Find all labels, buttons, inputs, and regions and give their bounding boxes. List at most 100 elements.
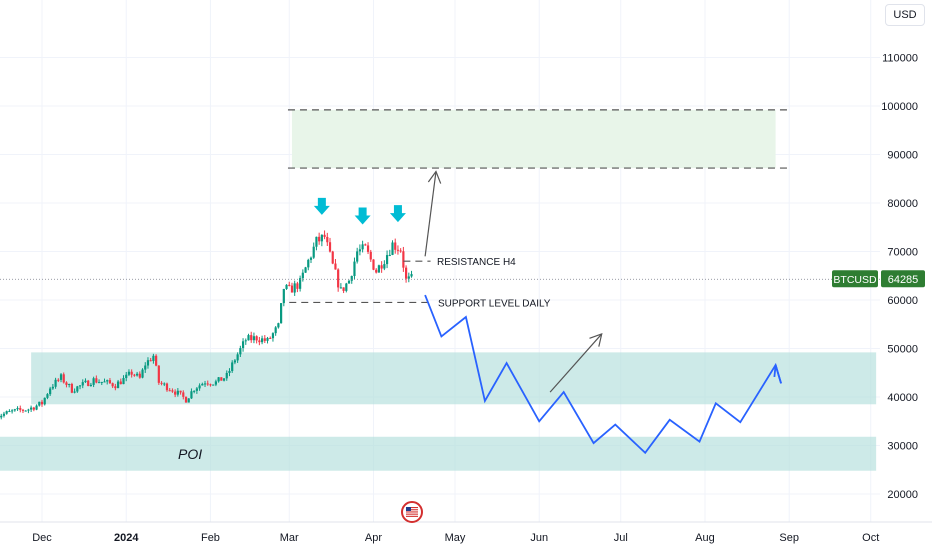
candle-body (266, 337, 269, 341)
candle-body (239, 348, 242, 355)
candle-body (410, 274, 413, 277)
price-tick-label: 50000 (887, 344, 918, 356)
candle-body (59, 374, 63, 380)
candle-body (315, 236, 318, 247)
time-tick-label: Oct (862, 532, 879, 544)
price-badge (881, 270, 925, 288)
candle-body (375, 269, 378, 273)
candle-body (372, 259, 375, 270)
flag-stripe (406, 509, 418, 511)
zone-upper (291, 109, 776, 169)
candle-body (70, 383, 73, 393)
flag-canton (406, 507, 411, 511)
zone-middle (31, 352, 877, 405)
candle-body (49, 388, 52, 395)
bounce-arrow (549, 333, 603, 393)
symbol-badge (832, 270, 878, 288)
candle-body (152, 355, 155, 361)
candle-body (277, 323, 280, 328)
price-tick-label: 80000 (887, 198, 918, 210)
candle-body (293, 283, 296, 293)
candle-body (13, 409, 16, 411)
projection-path (424, 294, 782, 455)
candle-body (54, 379, 57, 387)
candle-body (114, 386, 117, 389)
candle-body (89, 384, 93, 387)
candle-body (396, 249, 400, 251)
candle-body (21, 409, 25, 411)
candle-body (320, 234, 323, 242)
candle-body (269, 337, 272, 339)
zone-poi (0, 436, 877, 471)
candle-body (356, 251, 359, 262)
candle-body (299, 278, 302, 289)
candle-body (312, 246, 315, 258)
candle-body (51, 386, 54, 389)
candle-body (209, 384, 212, 386)
candle-body (342, 287, 345, 291)
candle-body (383, 264, 386, 269)
candle-body (119, 381, 122, 385)
candle-body (309, 257, 313, 260)
candle-body (328, 242, 332, 252)
time-tick-label: Dec (32, 532, 52, 544)
candle-body (103, 381, 106, 383)
candle-body (307, 259, 310, 268)
candle-body (206, 383, 209, 385)
candle-body (2, 413, 6, 416)
poi-label: POI (178, 446, 202, 462)
candle-body (350, 276, 353, 281)
candle-body (35, 405, 38, 410)
candle-body (27, 409, 30, 411)
down-arrow-marker (389, 205, 406, 223)
candle-body (212, 384, 215, 386)
price-badge-text: 64285 (888, 274, 919, 286)
candle-body (361, 244, 364, 250)
price-tick-label: 30000 (887, 441, 918, 453)
price-axis: 20000 30000 40000 50000 60000 70000 80000 90000… (881, 53, 918, 502)
candle-body (73, 391, 76, 393)
candle-body (95, 378, 98, 383)
candle-body (385, 255, 389, 265)
candle-body (258, 340, 261, 343)
price-tick-label: 110000 (882, 53, 918, 65)
candle-body (141, 369, 144, 378)
candle-body (260, 338, 264, 343)
flag-stripe (406, 511, 418, 513)
candle-body (244, 340, 247, 342)
candle-body (231, 362, 234, 371)
currency-button[interactable]: USD (885, 4, 925, 26)
time-tick-label: Mar (280, 532, 299, 544)
candle-body (157, 365, 160, 383)
candle-body (236, 354, 239, 361)
candle-body (149, 360, 152, 362)
candle-body (46, 394, 49, 398)
resistance-label: RESISTANCE H4 (437, 257, 516, 268)
candle-body (394, 242, 397, 250)
price-tick-label: 20000 (887, 489, 918, 501)
time-tick-label: 2024 (114, 532, 139, 544)
symbol-badge-text: BTCUSD (833, 274, 877, 286)
candle-body (184, 396, 188, 403)
candle-body (334, 263, 337, 270)
candle-body (171, 390, 174, 392)
candle-body (62, 374, 65, 383)
down-arrow-marker (313, 197, 330, 215)
flag-stripe (406, 515, 418, 517)
price-tick-label: 60000 (887, 295, 918, 307)
candle-body (78, 385, 82, 387)
candle-body (391, 242, 394, 255)
candle-body (214, 381, 217, 385)
candle-body (68, 383, 71, 385)
candle-body (0, 415, 3, 418)
candle-body (263, 338, 266, 341)
candle-body (193, 390, 196, 392)
arrow-head (427, 170, 442, 184)
last-price-badges: BTCUSD 64285 (832, 270, 925, 288)
candle-body (217, 377, 220, 382)
candle-body (250, 335, 253, 341)
candle-body (404, 267, 408, 279)
candle-body (108, 380, 112, 384)
candle-body (92, 378, 95, 385)
